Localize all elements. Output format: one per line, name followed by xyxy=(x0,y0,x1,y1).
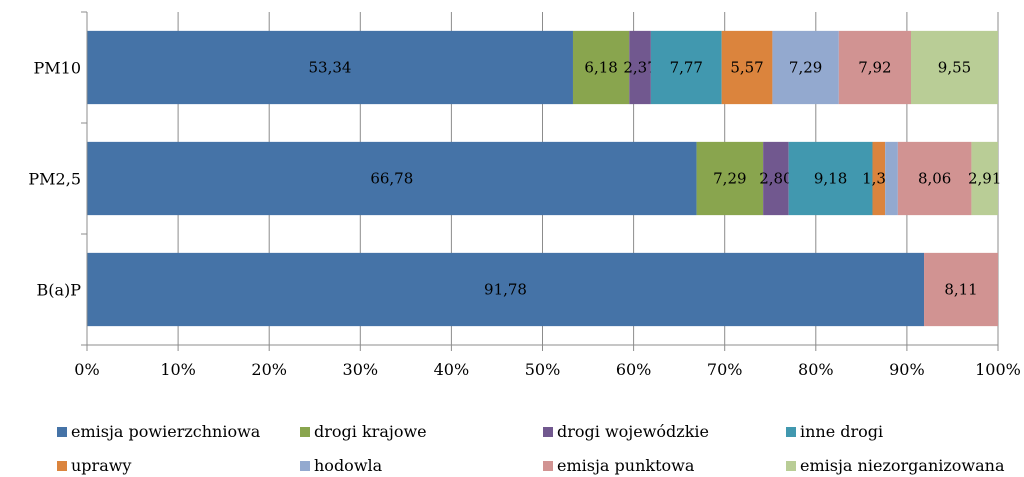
bar-segment xyxy=(838,30,911,105)
legend-swatch xyxy=(543,460,553,471)
x-tick-label: 50% xyxy=(525,360,561,379)
category-label: PM10 xyxy=(33,59,81,78)
x-tick-label: 20% xyxy=(251,360,287,379)
x-tick-label: 10% xyxy=(160,360,196,379)
data-label: 8,06 xyxy=(918,170,951,188)
bar-segment xyxy=(87,252,925,327)
bar-segment xyxy=(772,30,839,105)
x-tick-label: 80% xyxy=(798,360,834,379)
bars: 53,34 6,18 2,37 7,77 5,57 7,29 7,92 9,55 66,78 7,… xyxy=(87,30,1001,327)
legend-label: drogi wojewódzkie xyxy=(557,422,710,441)
bar-segment xyxy=(763,141,789,216)
legend-label: emisja niezorganizowana xyxy=(800,456,1005,475)
legend-swatch xyxy=(57,460,67,471)
data-label: 53,34 xyxy=(309,59,352,77)
bar-segment xyxy=(572,30,630,105)
x-tick-label: 90% xyxy=(889,360,925,379)
data-label: 7,77 xyxy=(670,59,703,77)
category-label: PM2,5 xyxy=(28,170,81,189)
data-label: 91,78 xyxy=(484,281,527,299)
legend-swatch xyxy=(786,460,796,471)
data-label: 7,29 xyxy=(789,59,822,77)
bar-segment xyxy=(971,141,998,216)
x-tick-label: 0% xyxy=(74,360,99,379)
legend-swatch xyxy=(786,426,796,437)
data-label: 6,18 xyxy=(584,59,617,77)
legend-swatch xyxy=(543,426,553,437)
legend-swatch xyxy=(300,426,310,437)
data-label: 66,78 xyxy=(370,170,413,188)
legend-swatch xyxy=(300,460,310,471)
legend-item: drogi wojewódzkie xyxy=(543,422,709,441)
x-tick-label: 70% xyxy=(707,360,743,379)
data-label: 8,11 xyxy=(944,281,977,299)
legend-item: drogi krajowe xyxy=(300,422,427,441)
legend-item: hodowla xyxy=(300,456,382,475)
bar-segment xyxy=(924,252,998,327)
bar-segment xyxy=(788,141,873,216)
legend-item: uprawy xyxy=(57,456,131,475)
x-tick-label: 40% xyxy=(434,360,470,379)
bar-segment xyxy=(910,30,998,105)
legend-label: emisja powierzchniowa xyxy=(71,422,261,441)
bar-segment xyxy=(696,141,764,216)
x-tick-label: 30% xyxy=(343,360,379,379)
bar-segment xyxy=(721,30,773,105)
data-label: 9,18 xyxy=(814,170,847,188)
legend-swatch xyxy=(57,426,67,437)
x-tick-label: 100% xyxy=(975,360,1021,379)
data-label: 7,92 xyxy=(858,59,891,77)
data-label: 2,37 xyxy=(623,59,656,77)
axes: 0% 10% 20% 30% 40% 50% 60% 70% 80% 90% 100% PM10 PM2… xyxy=(28,11,1021,379)
bar-segment xyxy=(897,141,972,216)
legend-item: emisja niezorganizowana xyxy=(786,456,1005,475)
bar-segment xyxy=(885,141,898,216)
bar-segment xyxy=(872,141,886,216)
bar-segment xyxy=(629,30,651,105)
bar-segment xyxy=(87,30,573,105)
category-label: B(a)P xyxy=(36,281,81,300)
bar-segment xyxy=(650,30,722,105)
bar-segment xyxy=(87,141,697,216)
legend-label: drogi krajowe xyxy=(314,422,427,441)
legend-label: inne drogi xyxy=(800,422,884,441)
x-tick-label: 60% xyxy=(616,360,652,379)
legend-label: uprawy xyxy=(71,456,132,475)
legend-item: emisja punktowa xyxy=(543,456,694,475)
data-label: 5,57 xyxy=(730,59,763,77)
stacked-bar-chart: 53,34 6,18 2,37 7,77 5,57 7,29 7,92 9,55 66,78 7,… xyxy=(28,11,1021,379)
data-label: 2,91 xyxy=(968,170,1001,188)
legend-label: emisja punktowa xyxy=(557,456,695,475)
data-label: 9,55 xyxy=(938,59,971,77)
data-label: 7,29 xyxy=(713,170,746,188)
legend-label: hodowla xyxy=(314,456,383,475)
legend-item: inne drogi xyxy=(786,422,883,441)
data-label: 2,80 xyxy=(759,170,792,188)
legend-item: emisja powierzchniowa xyxy=(57,422,260,441)
